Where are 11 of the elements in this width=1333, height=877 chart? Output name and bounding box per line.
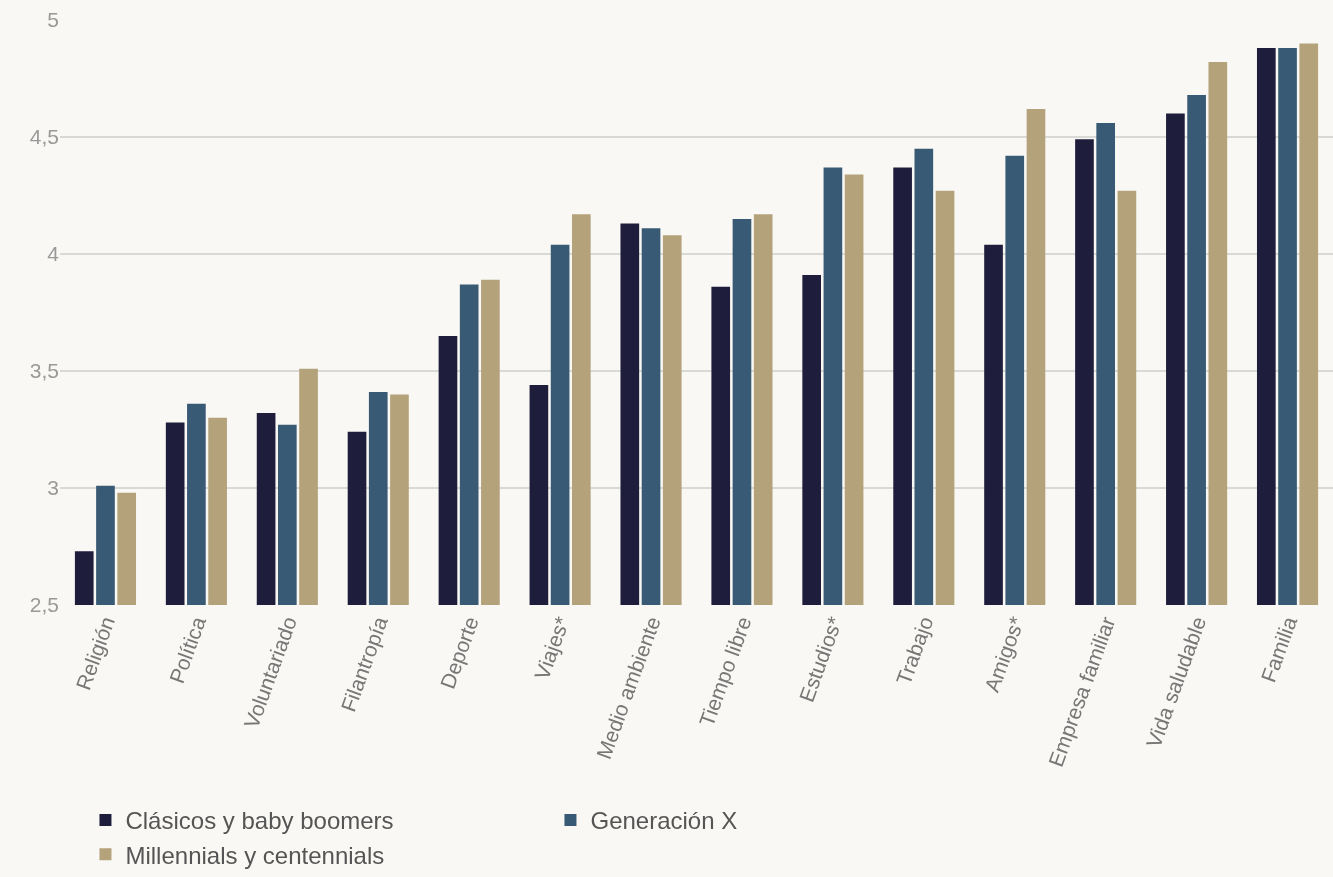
y-tick-label: 3 xyxy=(47,476,59,500)
legend-label: Clásicos y baby boomers xyxy=(125,807,394,835)
y-tick-label: 5 xyxy=(47,8,59,32)
y-tick-label: 4 xyxy=(47,242,60,266)
y-tick-label: 4,5 xyxy=(29,125,59,149)
y-tick-label: 2,5 xyxy=(29,593,59,617)
x-tick-label: Viajes* xyxy=(529,613,574,683)
legend-label: Millennials y centennials xyxy=(125,841,385,869)
y-tick-label: 3,5 xyxy=(29,359,59,383)
legend-label: Generación X xyxy=(590,807,738,835)
x-tick-label: Amigos* xyxy=(980,613,1029,695)
